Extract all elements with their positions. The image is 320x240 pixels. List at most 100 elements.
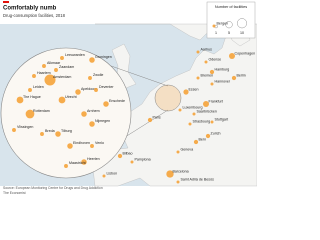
city-label: Zwolle — [93, 73, 103, 77]
inset — [0, 47, 132, 179]
city-label: Saint Adrià de Besòs — [181, 177, 215, 181]
legend-circle — [225, 21, 233, 29]
city-label: Maastricht — [69, 161, 86, 165]
legend-box — [206, 1, 256, 39]
facility-bubble — [42, 64, 46, 68]
city-label: Aarhus — [201, 47, 213, 51]
city-label: Bilbao — [123, 151, 133, 155]
city-label: Utrecht — [65, 95, 77, 99]
facility-bubble — [210, 120, 214, 124]
city-label: Geneva — [181, 147, 194, 151]
facility-bubble — [196, 50, 200, 54]
city-label: Breda — [45, 129, 55, 133]
facility-bubble — [90, 144, 94, 148]
legend-label: 1 — [215, 31, 217, 35]
facility-bubble — [117, 153, 123, 159]
facility-bubble — [193, 139, 199, 145]
city-label: Luxembourg — [183, 105, 203, 109]
city-label: Rotterdam — [33, 109, 50, 113]
facility-bubble — [130, 160, 134, 164]
facility-bubble — [81, 111, 87, 117]
city-label: Bergen — [217, 21, 229, 25]
facility-bubble — [205, 133, 211, 139]
facility-bubble — [231, 75, 237, 81]
facility-bubble — [89, 121, 95, 127]
facility-bubble — [196, 76, 200, 80]
city-label: Nijmegen — [95, 119, 110, 123]
city-label: Zurich — [211, 131, 221, 135]
facility-bubble — [229, 53, 235, 59]
city-label: Pamplona — [135, 157, 151, 161]
facility-bubble — [60, 56, 64, 60]
facility-bubble — [192, 112, 196, 116]
facility-bubble — [55, 131, 61, 137]
city-label: Hamburg — [215, 67, 230, 71]
city-label: Heerlen — [87, 157, 100, 161]
facility-bubble — [25, 109, 35, 119]
facility-bubble — [32, 74, 36, 78]
city-label: Hannover — [215, 79, 231, 83]
facility-bubble — [94, 88, 98, 92]
legend-label: 10 — [240, 31, 244, 35]
city-label: Barcelona — [173, 169, 189, 173]
facility-bubble — [103, 101, 109, 107]
facility-bubble — [16, 96, 24, 104]
legend-circle — [237, 18, 247, 29]
city-label: Zaandam — [59, 65, 74, 69]
city-label: Lisbon — [107, 171, 118, 175]
city-label: Frankfurt — [209, 99, 223, 103]
city-label: Odense — [209, 57, 222, 61]
land — [91, 23, 257, 187]
city-label: Apeldoorn — [81, 87, 97, 91]
facility-bubble — [75, 89, 81, 95]
facility-bubble — [81, 159, 87, 165]
facility-bubble — [54, 68, 58, 72]
facility-bubble — [210, 82, 214, 86]
legend-label: 5 — [228, 31, 230, 35]
city-label: Enschede — [109, 99, 125, 103]
city-label: Deventer — [99, 85, 114, 89]
brand-tag — [3, 1, 9, 3]
facility-bubble — [183, 89, 189, 95]
city-label: Amsterdam — [53, 75, 71, 79]
city-label: Leiden — [33, 85, 44, 89]
facility-bubble — [204, 60, 208, 64]
city-label: Vlissingen — [17, 125, 33, 129]
city-label: The Hague — [23, 95, 41, 99]
facility-bubble — [166, 170, 174, 178]
city-label: Stuttgart — [215, 117, 229, 121]
credit: The Economist — [3, 191, 26, 195]
city-label: Paris — [153, 115, 161, 119]
facility-bubble — [28, 88, 32, 92]
facility-bubble — [147, 117, 153, 123]
facility-bubble — [44, 74, 56, 86]
facility-bubble — [176, 150, 180, 154]
city-label: Strasbourg — [193, 119, 211, 123]
facility-bubble — [102, 174, 106, 178]
city-label: Saarbrücken — [197, 109, 217, 113]
map-figure: Comfortably numb Drug-consumption facili… — [0, 1, 257, 195]
city-label: Bremen — [201, 73, 214, 77]
facility-bubble — [209, 69, 215, 75]
city-label: Tilburg — [61, 129, 72, 133]
facility-bubble — [89, 57, 95, 63]
facility-bubble — [64, 164, 68, 168]
facility-bubble — [12, 128, 16, 132]
city-label: Groningen — [95, 55, 112, 59]
facility-bubble — [178, 108, 182, 112]
city-label: Venlo — [95, 141, 104, 145]
zoom-area — [154, 84, 182, 112]
city-label: Haarlem — [37, 71, 51, 75]
city-label: Arnhem — [87, 109, 100, 113]
subtitle: Drug-consumption facilities, 2018 — [3, 13, 66, 18]
city-label: Leeuwarden — [65, 53, 85, 57]
city-label: Eindhoven — [73, 141, 90, 145]
facility-bubble — [67, 143, 73, 149]
city-label: Bern — [199, 137, 207, 141]
source: Source: European Monitoring Centre for D… — [3, 186, 103, 190]
page: {"header":{"title":"Comfortably numb","s… — [0, 0, 257, 196]
facility-bubble — [203, 101, 209, 107]
facility-bubble — [188, 122, 192, 126]
facility-bubble — [176, 180, 180, 184]
facility-bubble — [212, 24, 216, 28]
